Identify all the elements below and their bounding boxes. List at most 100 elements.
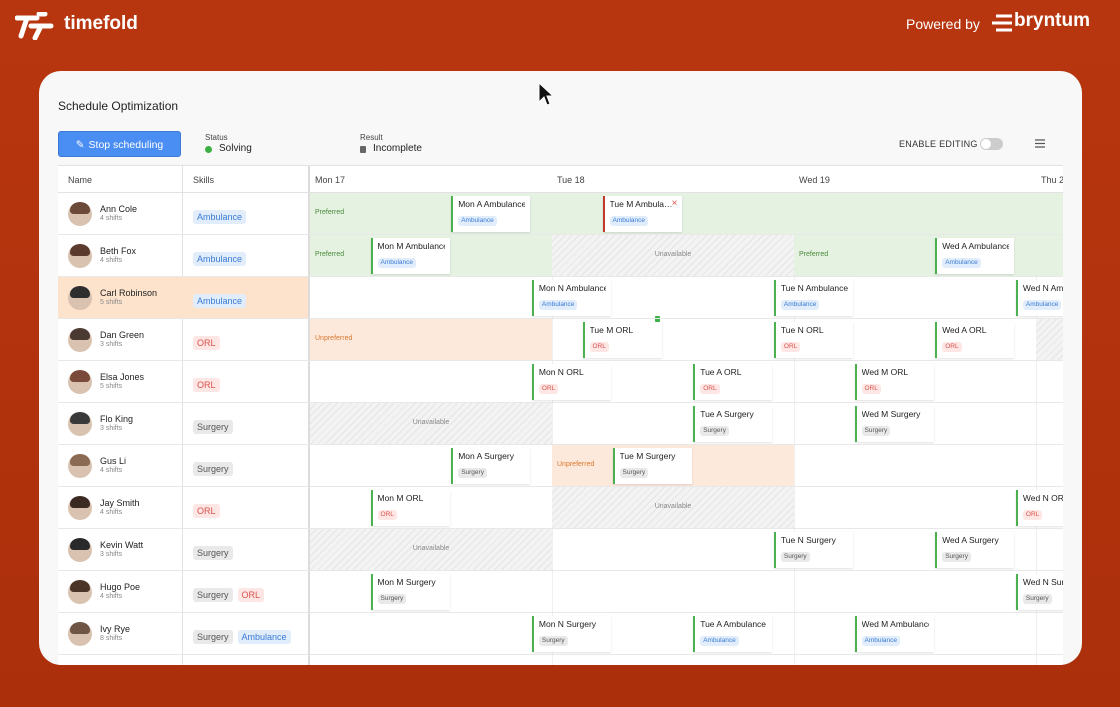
- shift-event: Mon A Ambulance Ambulance: [451, 196, 531, 232]
- day-divider: [552, 193, 553, 665]
- shift-count: 4 shifts: [100, 215, 123, 222]
- shift-event: Mon A Surgery Surgery: [451, 448, 531, 484]
- event-title: Mon N Ambulance: [538, 283, 606, 293]
- skills: Surgery ORL: [193, 585, 269, 603]
- avatar: [68, 370, 92, 394]
- menu-button[interactable]: [1035, 139, 1045, 148]
- column-divider: [182, 166, 183, 665]
- shift-event: Tue M Ambula… Ambulance ×: [602, 196, 682, 232]
- event-title: Tue N Surgery: [780, 535, 836, 545]
- skills: Surgery Ambulance: [193, 627, 296, 645]
- shift-event: Wed N ORL ORL: [1015, 490, 1063, 526]
- person-name: Elsa Jones: [100, 372, 145, 382]
- status-dot: [205, 146, 212, 153]
- event-title: Wed A ORL: [942, 325, 987, 335]
- shift-count: 5 shifts: [100, 383, 123, 390]
- avatar-hair: [70, 580, 90, 592]
- event-skill: Surgery: [861, 426, 891, 436]
- avatar-hair: [70, 538, 90, 550]
- row-border: [58, 444, 1063, 445]
- skills: Surgery: [193, 417, 238, 435]
- event-skill: Surgery: [377, 594, 407, 604]
- avatar: [68, 412, 92, 436]
- event-title: Mon N Surgery: [538, 619, 597, 629]
- avatar-hair: [70, 202, 90, 214]
- event-skill: Surgery: [619, 468, 649, 478]
- mouse-cursor: [538, 82, 554, 106]
- pin-icon: [654, 316, 660, 322]
- avatar-hair: [70, 454, 90, 466]
- remove-icon: ×: [671, 198, 678, 209]
- event-title: Mon M Surgery: [377, 577, 436, 587]
- result-label: Result: [360, 133, 383, 142]
- zone: Unavailable: [310, 529, 552, 570]
- stop-button[interactable]: ✎ Stop scheduling: [58, 131, 181, 157]
- person-name: Ivy Rye: [100, 624, 131, 634]
- row-border: [58, 570, 1063, 571]
- event-skill: Surgery: [538, 636, 568, 646]
- skill-tag: ORL: [237, 588, 265, 602]
- schedule-grid: Name Skills Mon 17 Tue 18 Wed 19 Thu 20 Prefer…: [58, 165, 1063, 665]
- status-label: Status: [205, 133, 228, 142]
- row-border: [58, 402, 1063, 403]
- event-skill: ORL: [780, 342, 801, 352]
- row-border: [58, 276, 1063, 277]
- avatar: [68, 538, 92, 562]
- shift-event: Tue M ORL ORL: [582, 322, 662, 358]
- avatar: [68, 202, 92, 226]
- shift-event: Tue N Ambulance Ambulance: [773, 280, 853, 316]
- event-skill: ORL: [589, 342, 609, 352]
- zone-label: Unavailable: [654, 251, 692, 258]
- shift-event: Tue N ORL ORL: [773, 322, 853, 358]
- zone: Preferred: [310, 193, 1063, 234]
- shift-count: 4 shifts: [100, 593, 123, 600]
- event-skill: Ambulance: [861, 636, 901, 646]
- event-title: Wed M Surgery: [861, 409, 921, 419]
- row-border: [58, 234, 1063, 235]
- avatar: [68, 328, 92, 352]
- result-value: Incomplete: [373, 143, 422, 154]
- skills: Ambulance: [193, 207, 251, 225]
- brand-logo: [15, 12, 54, 40]
- shift-event: Wed A ORL ORL: [935, 322, 1015, 358]
- editing-label: ENABLE EDITING: [899, 139, 978, 149]
- partner-name: bryntum: [1014, 10, 1090, 31]
- shift-event: Wed A Surgery Surgery: [935, 532, 1015, 568]
- shift-count: 8 shifts: [100, 635, 123, 642]
- person-name: Flo King: [100, 414, 134, 424]
- shift-event: Wed A Ambulance Ambulance: [935, 238, 1015, 274]
- zone-label: Preferred: [315, 209, 345, 216]
- event-title: Tue N Ambulance: [780, 283, 848, 293]
- event-title: Mon A Surgery: [458, 451, 514, 461]
- person-name: Dan Green: [100, 330, 145, 340]
- shift-event: Wed M ORL ORL: [854, 364, 934, 400]
- event-title: Tue N ORL: [780, 325, 824, 335]
- skill-tag: Surgery: [193, 420, 233, 434]
- app-title: Schedule Optimization: [58, 99, 179, 113]
- person-name: Kevin Watt: [100, 540, 144, 550]
- event-skill: Surgery: [458, 468, 487, 478]
- shift-count: 3 shifts: [100, 551, 123, 558]
- row-border: [58, 654, 1063, 655]
- event-title: Mon M ORL: [377, 493, 424, 503]
- zone: Preferred: [794, 235, 1063, 276]
- skill-tag: Surgery: [193, 546, 233, 560]
- zone-label: Unpreferred: [315, 335, 353, 342]
- shift-event: Wed N Surgery Surgery: [1015, 574, 1063, 610]
- button-label: Stop scheduling: [88, 139, 164, 151]
- avatar-hair: [70, 496, 90, 508]
- event-title: Mon A Ambulance: [458, 199, 526, 209]
- zone: Unavailable: [552, 235, 794, 276]
- skills: Ambulance: [193, 249, 251, 267]
- avatar: [68, 454, 92, 478]
- event-skill: ORL: [700, 384, 720, 394]
- avatar-hair: [70, 370, 90, 382]
- shift-count: 4 shifts: [100, 509, 123, 516]
- editing-toggle[interactable]: [980, 138, 1003, 150]
- header-border: [58, 192, 1063, 193]
- row-border: [58, 612, 1063, 613]
- shift-event: Tue A ORL ORL: [693, 364, 773, 400]
- event-title: Tue A Ambulance: [700, 619, 767, 629]
- zone-label: Unavailable: [412, 419, 450, 426]
